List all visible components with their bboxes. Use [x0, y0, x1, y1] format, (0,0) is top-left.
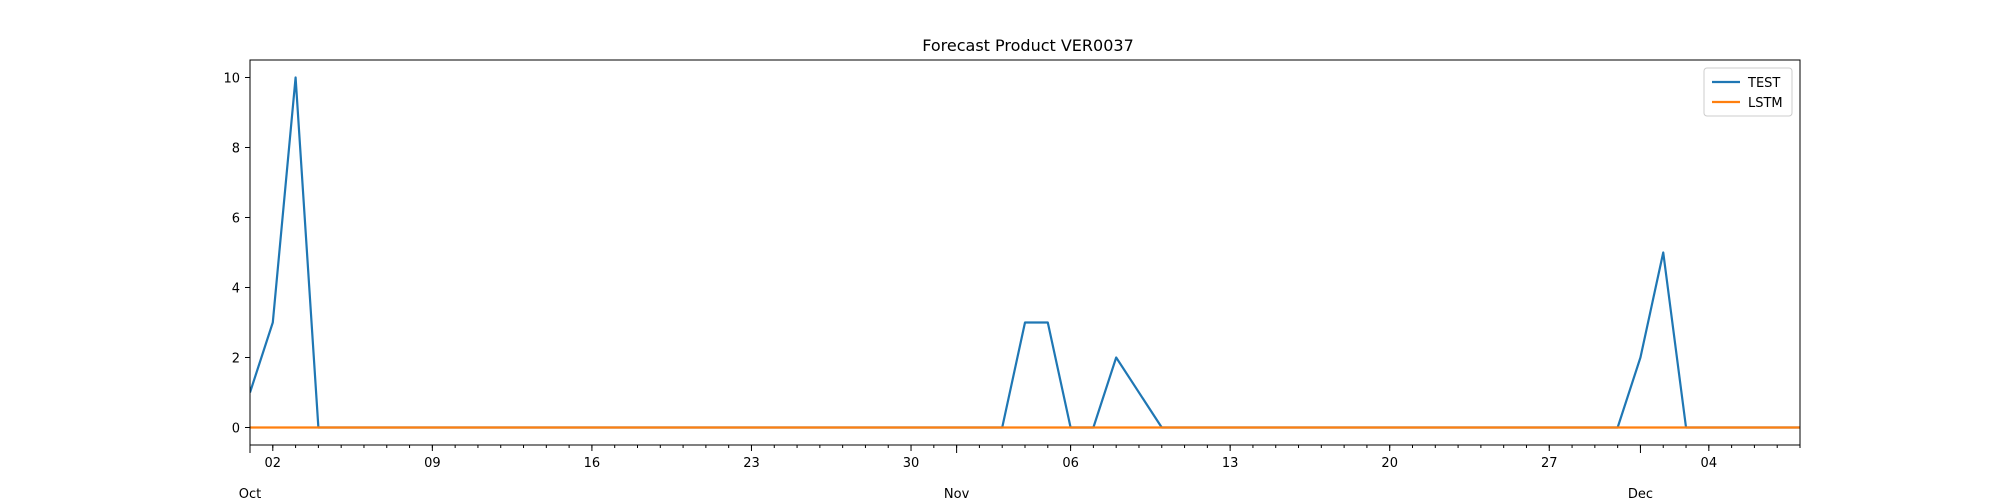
x-tick-label: 23: [743, 456, 760, 471]
plot-area: [249, 59, 1801, 446]
x-tick-label: 02: [265, 456, 282, 471]
y-tick-label: 6: [232, 212, 240, 227]
x-tick-label: 13: [1222, 456, 1239, 471]
y-tick-label: 8: [232, 142, 240, 157]
x-tick-label: 20: [1381, 456, 1398, 471]
x-month-label: Dec: [1628, 487, 1653, 500]
y-tick-label: 4: [232, 282, 240, 297]
x-tick-label: 27: [1541, 456, 1558, 471]
x-tick-label: 30: [903, 456, 920, 471]
series-line-test: [250, 76, 1800, 429]
plot-frame: [249, 59, 1801, 446]
x-tick-label: 09: [424, 456, 441, 471]
legend-box: [1703, 67, 1793, 117]
legend-label: TEST: [1747, 76, 1780, 91]
chart-title: Forecast Product VER0037: [922, 36, 1134, 55]
x-tick-label: 06: [1062, 456, 1079, 471]
x-month-label: Oct: [239, 487, 261, 500]
x-tick-label: 04: [1701, 456, 1718, 471]
y-axis: 0 2 4 6 8 10: [223, 72, 250, 437]
legend-label: LSTM: [1748, 96, 1783, 111]
series-lines: [250, 76, 1800, 429]
y-tick-label: 10: [223, 72, 240, 87]
legend: TEST LSTM: [1703, 67, 1793, 117]
y-tick-label: 0: [232, 422, 240, 437]
legend-item-lstm: LSTM: [1712, 96, 1783, 111]
x-axis: 02 09 16 23 30 06 13 20 27 04 Oct Nov Dec: [239, 445, 1801, 502]
x-tick-label: 16: [584, 456, 601, 471]
legend-item-test: TEST: [1712, 76, 1780, 91]
x-month-label: Nov: [944, 487, 970, 500]
y-tick-label: 2: [232, 352, 240, 367]
